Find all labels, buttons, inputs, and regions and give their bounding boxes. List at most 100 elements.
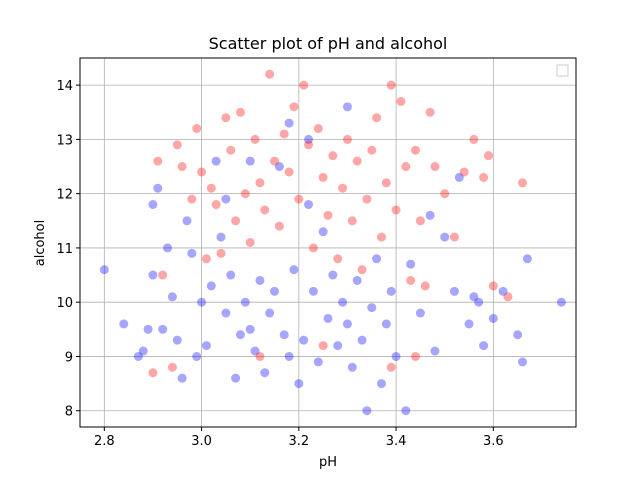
red-point — [479, 173, 488, 182]
x-tick-label: 2.8 — [94, 434, 115, 449]
blue-point — [168, 292, 177, 301]
blue-point — [285, 352, 294, 361]
x-tick-label: 3.6 — [483, 434, 504, 449]
red-point — [411, 352, 420, 361]
red-point — [503, 292, 512, 301]
red-point — [333, 254, 342, 263]
blue-point — [319, 227, 328, 236]
blue-point — [387, 287, 396, 296]
red-point — [231, 216, 240, 225]
red-point — [168, 363, 177, 372]
red-point — [489, 281, 498, 290]
blue-point — [343, 102, 352, 111]
red-point — [319, 341, 328, 350]
blue-point — [372, 254, 381, 263]
blue-point — [406, 260, 415, 269]
red-point — [226, 146, 235, 155]
red-point — [294, 195, 303, 204]
blue-point — [226, 271, 235, 280]
blue-point — [197, 298, 206, 307]
x-tick-label: 3.2 — [288, 434, 309, 449]
red-point — [319, 173, 328, 182]
blue-point — [523, 254, 532, 263]
red-point — [392, 205, 401, 214]
blue-point — [148, 200, 157, 209]
blue-point — [489, 314, 498, 323]
blue-point — [382, 319, 391, 328]
red-point — [178, 162, 187, 171]
red-point — [411, 146, 420, 155]
blue-point — [353, 276, 362, 285]
blue-point — [241, 298, 250, 307]
blue-point — [343, 319, 352, 328]
x-tick-label: 3.4 — [386, 434, 407, 449]
red-point — [217, 249, 226, 258]
blue-point — [207, 281, 216, 290]
red-point — [377, 233, 386, 242]
red-point — [348, 216, 357, 225]
x-axis-label: pH — [319, 455, 337, 470]
blue-point — [163, 243, 172, 252]
blue-point — [158, 325, 167, 334]
x-tick-label: 3.0 — [191, 434, 212, 449]
red-point — [265, 70, 274, 79]
blue-point — [153, 184, 162, 193]
blue-point — [328, 271, 337, 280]
blue-point — [280, 330, 289, 339]
y-tick-label: 9 — [65, 350, 73, 365]
blue-point — [221, 195, 230, 204]
blue-point — [324, 314, 333, 323]
red-point — [518, 178, 527, 187]
red-point — [401, 162, 410, 171]
blue-point — [450, 287, 459, 296]
blue-point — [557, 298, 566, 307]
red-point — [246, 238, 255, 247]
red-point — [212, 200, 221, 209]
blue-point — [231, 374, 240, 383]
blue-point — [358, 336, 367, 345]
blue-point — [338, 298, 347, 307]
blue-point — [294, 379, 303, 388]
blue-point — [173, 336, 182, 345]
red-point — [367, 146, 376, 155]
blue-point — [217, 233, 226, 242]
red-point — [192, 124, 201, 133]
red-point — [328, 151, 337, 160]
blue-point — [416, 309, 425, 318]
blue-point — [299, 336, 308, 345]
red-point — [270, 157, 279, 166]
blue-point — [426, 211, 435, 220]
red-point — [469, 135, 478, 144]
blue-point — [178, 374, 187, 383]
red-point — [187, 195, 196, 204]
y-tick-label: 14 — [56, 79, 73, 94]
blue-point — [148, 271, 157, 280]
red-point — [416, 216, 425, 225]
red-point — [153, 157, 162, 166]
red-point — [406, 276, 415, 285]
red-point — [280, 129, 289, 138]
red-point — [314, 124, 323, 133]
red-point — [460, 167, 469, 176]
blue-point — [202, 341, 211, 350]
red-point — [484, 151, 493, 160]
blue-point — [139, 347, 148, 356]
red-point — [173, 140, 182, 149]
red-point — [362, 195, 371, 204]
blue-point — [270, 287, 279, 296]
blue-point — [304, 200, 313, 209]
blue-point — [100, 265, 109, 274]
blue-point — [362, 406, 371, 415]
red-point — [338, 184, 347, 193]
red-point — [353, 157, 362, 166]
red-point — [396, 97, 405, 106]
red-point — [382, 178, 391, 187]
legend-box — [557, 65, 568, 76]
red-point — [148, 368, 157, 377]
red-point — [285, 167, 294, 176]
red-point — [358, 265, 367, 274]
blue-point — [285, 119, 294, 128]
blue-point — [518, 357, 527, 366]
red-point — [440, 189, 449, 198]
